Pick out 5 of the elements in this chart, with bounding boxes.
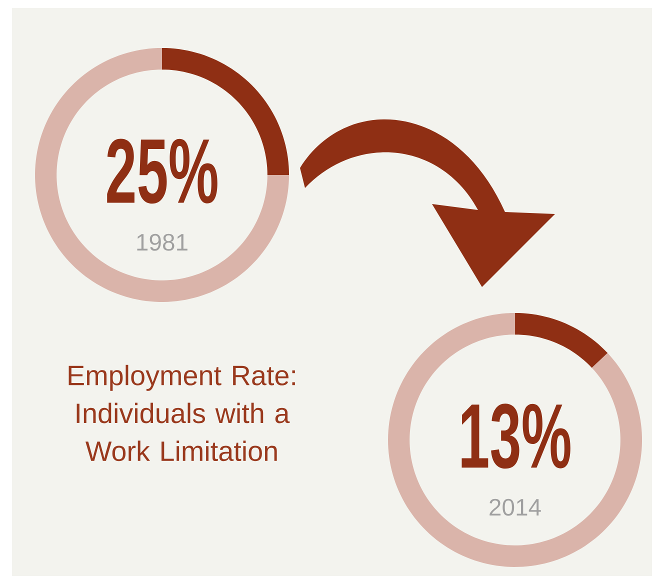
text: 13% bbox=[462, 404, 570, 469]
text: 2014 bbox=[490, 498, 541, 516]
text: 25% bbox=[107, 138, 218, 204]
text: 1981 bbox=[137, 234, 188, 251]
text: Employment Rate: Individuals with a Work Limitation bbox=[68, 364, 295, 462]
